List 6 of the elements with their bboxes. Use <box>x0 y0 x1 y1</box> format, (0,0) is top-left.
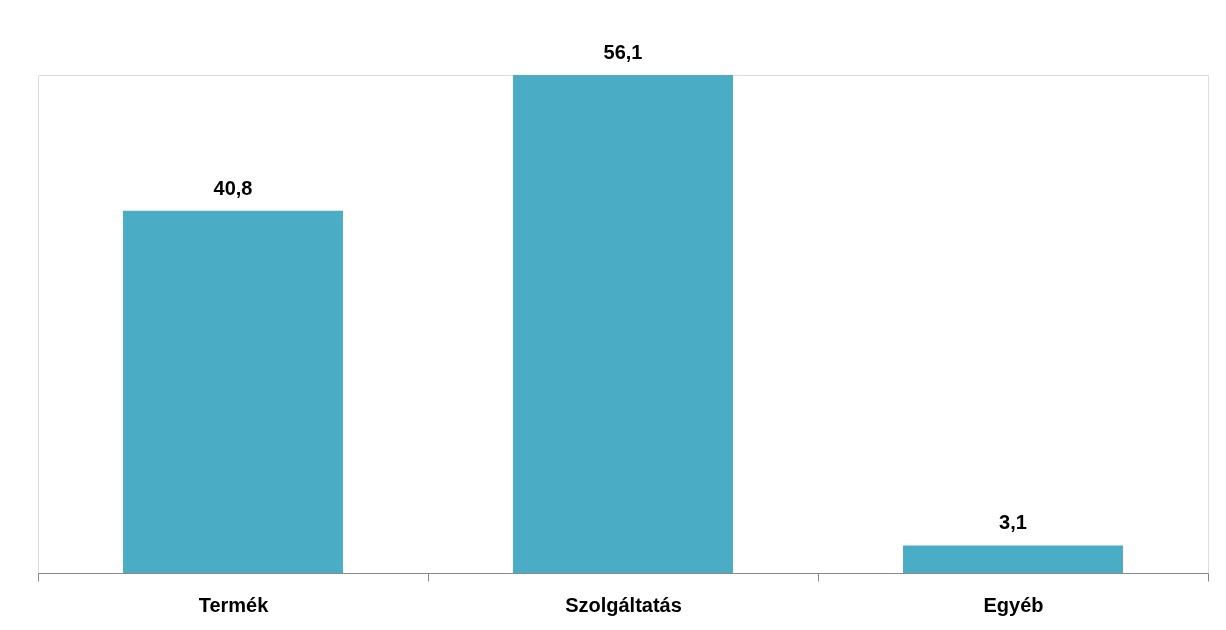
x-tick-label: Szolgáltatás <box>565 593 682 616</box>
data-label: 56,1 <box>603 41 643 63</box>
data-label: 40,8 <box>213 176 253 199</box>
data-label: 3,1 <box>999 511 1027 534</box>
x-tick-label: Egyéb <box>983 593 1044 616</box>
x-tick-label: Termék <box>198 593 270 616</box>
